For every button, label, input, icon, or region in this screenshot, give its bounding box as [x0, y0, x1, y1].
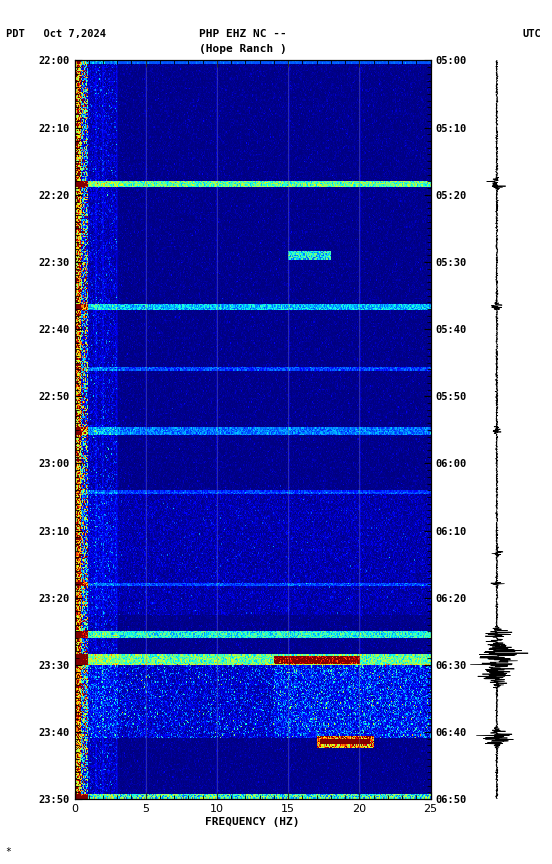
Text: UTC: UTC — [522, 29, 541, 39]
Text: *: * — [6, 848, 12, 857]
Text: PHP EHZ NC --: PHP EHZ NC -- — [199, 29, 286, 39]
Text: (Hope Ranch ): (Hope Ranch ) — [199, 43, 286, 54]
X-axis label: FREQUENCY (HZ): FREQUENCY (HZ) — [205, 816, 300, 827]
Text: PDT   Oct 7,2024: PDT Oct 7,2024 — [6, 29, 105, 39]
